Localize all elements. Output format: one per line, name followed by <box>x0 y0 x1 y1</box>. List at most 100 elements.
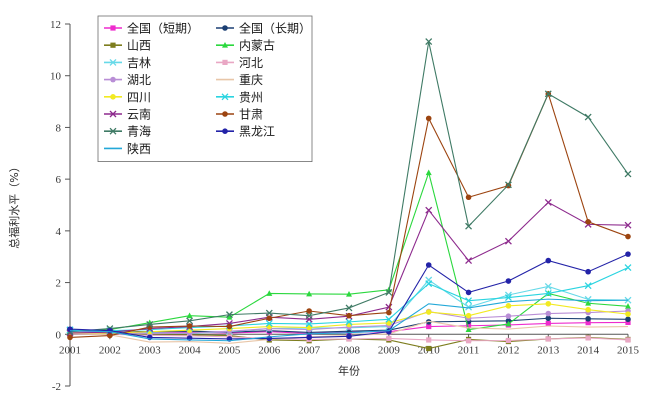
data-point-marker <box>465 338 472 344</box>
x-tick-label: 2009 <box>378 344 401 356</box>
data-point-marker <box>624 221 632 229</box>
x-tick-label: 2013 <box>537 344 560 356</box>
data-point-marker <box>465 194 472 201</box>
legend-item[interactable]: 河北 <box>216 56 263 70</box>
data-point-marker <box>222 25 228 31</box>
data-point-marker <box>504 181 512 189</box>
legend-item[interactable]: 湖北 <box>104 72 151 87</box>
data-point-marker <box>585 306 591 313</box>
data-point-marker <box>425 280 433 288</box>
series-line <box>69 41 629 333</box>
data-point-marker <box>425 206 433 214</box>
data-point-marker <box>425 169 432 176</box>
series-line <box>69 298 629 342</box>
x-tick-label: 2011 <box>458 344 480 356</box>
data-point-marker <box>625 233 631 240</box>
data-point-marker <box>585 315 591 322</box>
data-point-marker <box>346 333 352 340</box>
data-point-marker <box>465 257 473 265</box>
y-tick-label: 6 <box>56 174 62 186</box>
x-tick-label: 2015 <box>617 344 640 356</box>
data-point-marker <box>545 336 551 342</box>
legend-item[interactable]: 云南 <box>104 107 151 122</box>
data-point-marker <box>386 309 392 316</box>
data-point-marker <box>545 300 552 307</box>
x-tick-label: 2001 <box>59 344 81 356</box>
y-axis-title: 总福利水平（%） <box>7 161 21 248</box>
data-point-marker <box>109 58 117 66</box>
legend-item[interactable]: 四川 <box>104 90 151 104</box>
data-point-marker <box>265 319 273 327</box>
data-point-marker <box>110 25 116 31</box>
data-point-marker <box>146 321 154 328</box>
data-point-marker <box>625 316 631 323</box>
data-point-marker <box>465 222 473 230</box>
legend-item[interactable]: 黑龙江 <box>216 125 275 139</box>
data-point-marker <box>505 313 512 319</box>
data-point-marker <box>584 295 592 303</box>
data-point-marker <box>346 291 352 297</box>
data-point-marker <box>110 76 116 83</box>
data-point-marker <box>110 94 116 100</box>
y-tick-label: 12 <box>50 19 61 31</box>
y-tick-label: -2 <box>52 381 61 393</box>
data-point-marker <box>110 42 116 48</box>
legend-item[interactable]: 陕西 <box>104 141 151 156</box>
series-12 <box>66 38 632 336</box>
data-point-marker <box>585 268 591 275</box>
y-tick-label: 4 <box>56 226 62 238</box>
data-point-marker <box>226 314 233 320</box>
data-point-marker <box>385 315 393 323</box>
legend-item[interactable]: 贵州 <box>216 90 263 104</box>
data-point-marker <box>109 127 117 135</box>
legend-box <box>97 15 313 163</box>
data-point-marker <box>306 334 312 341</box>
data-point-marker <box>221 93 229 101</box>
data-point-marker <box>465 323 472 329</box>
y-tick-label: 0 <box>56 329 62 341</box>
data-point-marker <box>465 312 472 319</box>
data-point-marker <box>425 309 432 315</box>
data-point-marker <box>584 113 592 121</box>
data-point-marker <box>465 326 472 333</box>
x-tick-label: 2006 <box>258 344 281 356</box>
data-point-marker <box>544 282 552 290</box>
legend-label: 陕西 <box>127 141 151 156</box>
data-point-marker <box>222 111 228 117</box>
data-point-marker <box>624 264 632 272</box>
data-point-marker <box>306 308 312 314</box>
x-tick-label: 2014 <box>577 344 600 356</box>
legend-item[interactable]: 青海 <box>104 124 151 139</box>
legend-item[interactable]: 甘肃 <box>216 108 263 122</box>
data-point-marker <box>266 290 273 296</box>
legend-label: 云南 <box>127 107 151 122</box>
data-point-marker <box>385 288 393 296</box>
data-point-marker <box>345 304 353 312</box>
legend-label: 青海 <box>127 124 151 139</box>
legend-item[interactable]: 山西 <box>104 39 151 53</box>
legend-label: 河北 <box>239 56 263 70</box>
data-point-marker <box>625 319 631 325</box>
legend-item[interactable]: 全国（短期） <box>104 21 199 36</box>
data-point-marker <box>625 337 631 343</box>
data-point-marker <box>545 315 552 322</box>
data-point-marker <box>544 90 552 98</box>
data-point-marker <box>186 312 193 319</box>
series-14 <box>69 298 629 342</box>
legend-item[interactable]: 重庆 <box>216 73 263 87</box>
legend-label: 甘肃 <box>239 108 263 122</box>
y-tick-label: 8 <box>56 122 62 134</box>
legend-item[interactable]: 全国（长期） <box>216 21 311 36</box>
legend-label: 黑龙江 <box>239 125 275 139</box>
data-point-marker <box>107 332 113 339</box>
legend-item[interactable]: 吉林 <box>104 56 151 70</box>
data-point-marker <box>186 317 194 325</box>
data-point-marker <box>505 278 512 284</box>
data-point-marker <box>225 311 233 319</box>
x-tick-label: 2012 <box>497 344 519 356</box>
data-point-marker <box>585 300 592 306</box>
legend-item[interactable]: 内蒙古 <box>216 38 275 53</box>
legend-label: 四川 <box>127 90 151 104</box>
data-point-marker <box>625 303 631 309</box>
